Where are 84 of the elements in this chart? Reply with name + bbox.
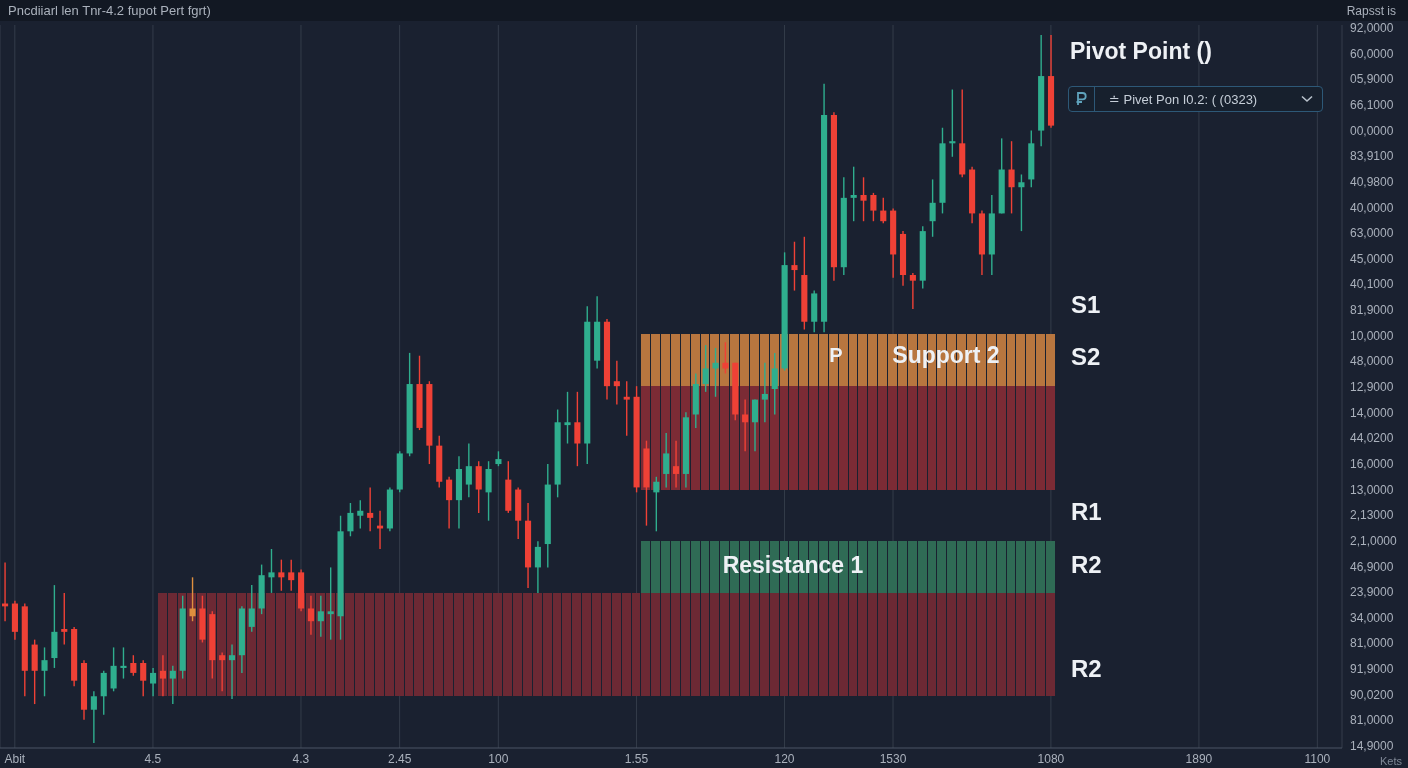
candlestick [791, 241, 798, 292]
candlestick [465, 442, 472, 499]
annotation: Resistance 1 [722, 551, 864, 578]
x-tick-label: 1100 [1304, 751, 1331, 766]
text: 23,9000 [1350, 585, 1394, 600]
text: 40,0000 [1350, 200, 1394, 215]
x-tick-label: 4.5 [144, 751, 162, 766]
text: 16,0000 [1350, 456, 1394, 471]
candlestick [120, 646, 127, 680]
text: 91,9000 [1350, 662, 1394, 677]
candlestick [613, 359, 620, 406]
text: 48,0000 [1350, 354, 1394, 369]
candlestick [1018, 173, 1025, 232]
candlestick [110, 646, 117, 693]
candlestick [909, 272, 916, 310]
x-tick-label: 4.3 [292, 751, 310, 766]
candlestick [880, 197, 887, 225]
x-tick-label: 100 [488, 751, 509, 766]
text: 05,9000 [1350, 72, 1394, 87]
dropdown: ≐ Pivet Pon I0.2: ( (0323) [1068, 86, 1323, 112]
text: 00,0000 [1350, 123, 1394, 138]
candlestick [130, 654, 137, 677]
text: 34,0000 [1350, 610, 1394, 625]
annotation: R1 [1071, 498, 1102, 525]
chart-title: Pncdiiarl len Tnr-4.2 fupot Pert fgrt) [8, 3, 211, 18]
text: 2,1,0000 [1350, 533, 1397, 548]
candlestick [929, 178, 936, 238]
text: 13,0000 [1350, 482, 1394, 497]
chart-subtitle: Pivot Point () [1070, 38, 1212, 65]
text: 44,0200 [1350, 431, 1394, 446]
candlestick [850, 165, 857, 222]
text: 2,13000 [1350, 508, 1394, 523]
text: 14,9000 [1350, 739, 1394, 753]
text: 63,0000 [1350, 226, 1394, 241]
candlestick [623, 380, 630, 437]
candlestick [140, 659, 147, 697]
text: 81,9000 [1350, 303, 1394, 318]
x-tick-label: 1530 [879, 751, 907, 766]
text: 90,0200 [1350, 687, 1394, 702]
x-tick-label: 1.55 [624, 751, 649, 766]
y-axis-title: Rapsst is [1346, 4, 1396, 18]
candlestick [90, 690, 97, 743]
annotation: ≐ Pivet Pon I0.2: ( (0323) [1109, 91, 1259, 107]
annotation: S2 [1071, 343, 1101, 370]
text: 14,0000 [1350, 405, 1394, 420]
text: 81,0000 [1350, 636, 1394, 651]
candlestick [61, 592, 68, 646]
text: 45,0000 [1350, 251, 1394, 266]
text: 40,9800 [1350, 174, 1394, 189]
x-tick-label: 120 [774, 751, 795, 766]
text: 60,0000 [1350, 46, 1394, 61]
text: 46,9000 [1350, 559, 1394, 574]
candlestick [367, 486, 374, 533]
candlestick [485, 460, 492, 522]
candlestick [288, 558, 295, 592]
x-tick-label: Abit [4, 751, 26, 766]
candlestick [278, 558, 285, 592]
candlestick [150, 667, 157, 697]
text: 40,1000 [1350, 277, 1394, 292]
annotation: R2 [1071, 551, 1102, 578]
candlestick [860, 176, 867, 222]
text: 92,0000 [1350, 21, 1394, 35]
x-axis-title: Kets [1379, 755, 1402, 767]
candlestick [949, 88, 956, 158]
candlestick [475, 460, 482, 514]
candlestick [100, 670, 107, 716]
text: 10,0000 [1350, 328, 1394, 343]
candlestick [41, 646, 48, 697]
text: 81,0000 [1350, 713, 1394, 728]
x-tick-label: 2.45 [387, 751, 412, 766]
candlestick [357, 499, 364, 530]
candlestick [446, 476, 453, 530]
annotation: R2 [1071, 655, 1102, 682]
annotation: S1 [1071, 291, 1101, 318]
candlestick [574, 391, 581, 467]
candlestick [1008, 140, 1015, 215]
candlestick [347, 502, 354, 537]
candlestick [870, 192, 877, 222]
candlestick [564, 391, 571, 445]
x-tick-label: 1890 [1185, 751, 1213, 766]
text: 12,9000 [1350, 380, 1394, 394]
x-tick-label: 1080 [1037, 751, 1065, 766]
text: 66,1000 [1350, 97, 1394, 112]
text: 83,9100 [1350, 149, 1394, 164]
